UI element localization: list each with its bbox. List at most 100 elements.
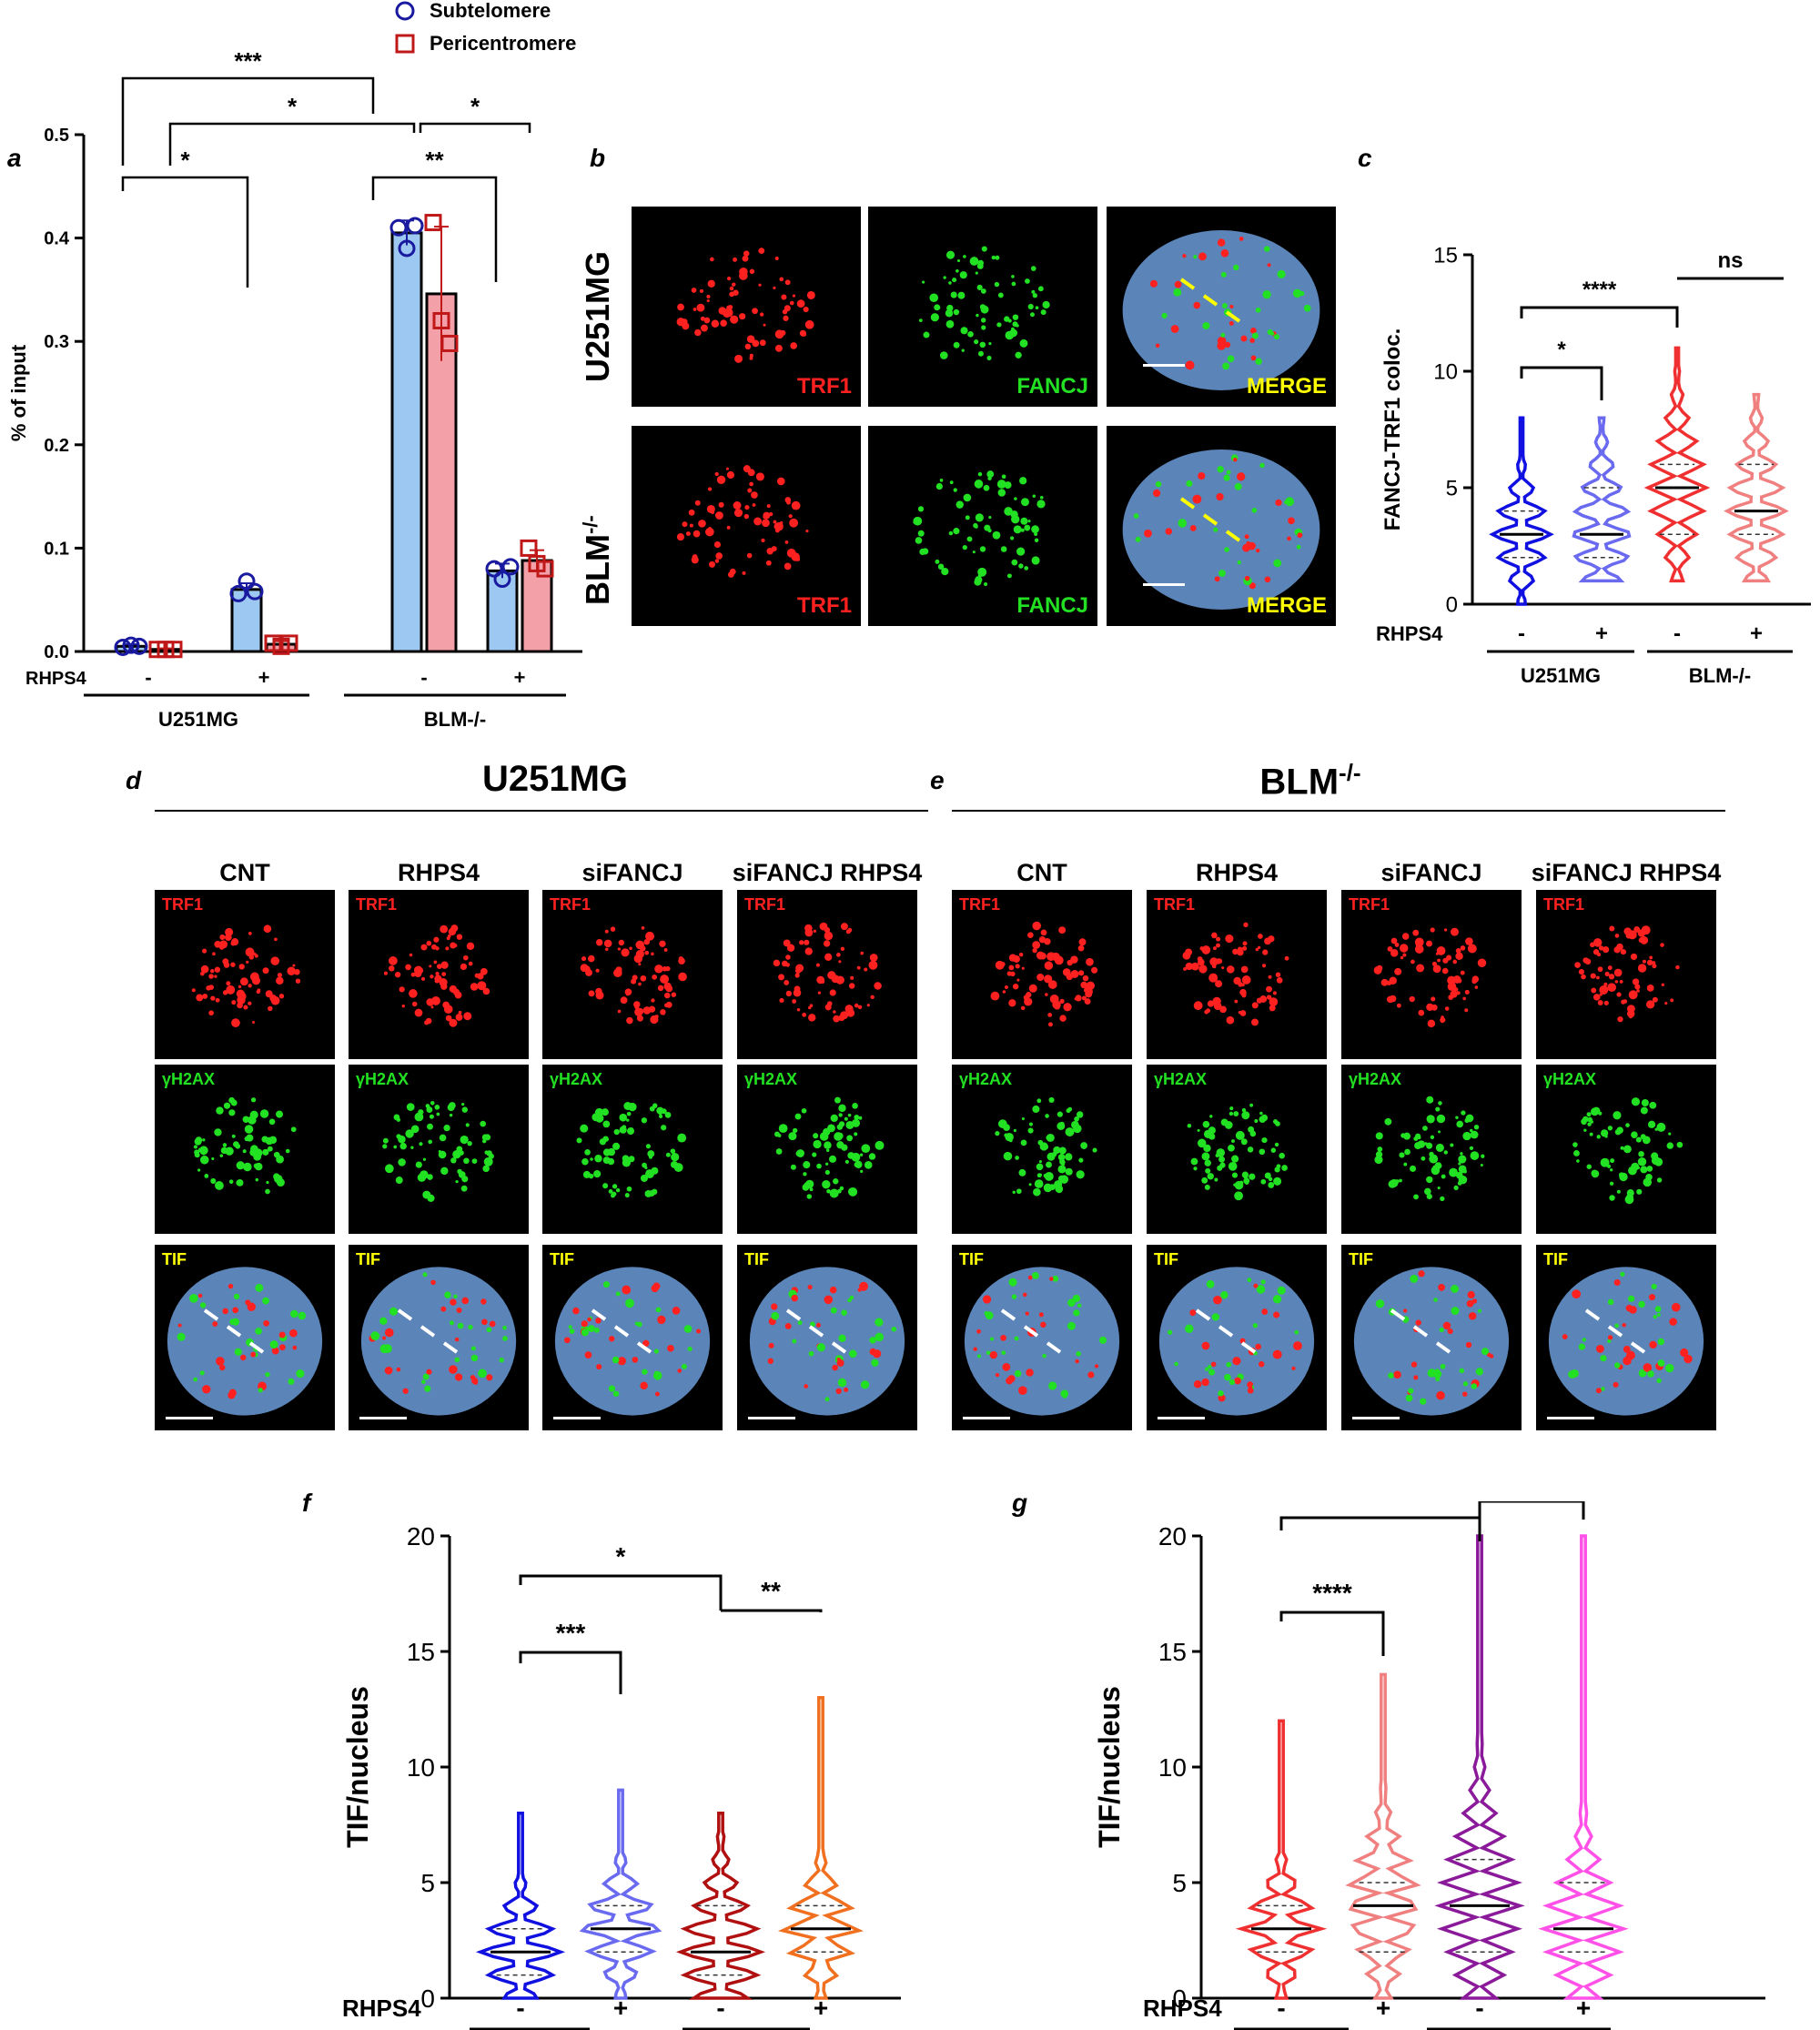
focus: [632, 1357, 639, 1363]
focus: [655, 1307, 662, 1313]
panel-d-micrograph-r2-c0-image: [167, 1267, 323, 1416]
focus: [222, 1308, 228, 1315]
focus: [956, 258, 961, 263]
focus: [206, 985, 211, 991]
focus: [981, 325, 986, 330]
focus: [1657, 1338, 1665, 1346]
focus: [453, 1294, 458, 1299]
focus: [773, 959, 781, 967]
focus: [1021, 1116, 1025, 1121]
focus: [1592, 949, 1600, 955]
focus: [792, 1338, 797, 1344]
focus: [1447, 1328, 1453, 1335]
focus: [1242, 543, 1250, 552]
focus: [602, 1156, 611, 1165]
focus: [805, 1179, 814, 1188]
focus: [815, 1322, 821, 1328]
focus: [1259, 1111, 1263, 1116]
focus: [462, 954, 469, 961]
focus: [1413, 1375, 1419, 1380]
focus: [1393, 1370, 1401, 1379]
focus: [1239, 237, 1244, 241]
focus: [1607, 1335, 1613, 1340]
focus: [455, 1179, 459, 1184]
focus: [248, 1001, 252, 1005]
focus: [1065, 1167, 1073, 1176]
focus: [956, 268, 959, 273]
treatment-sign-f: -: [716, 1994, 724, 2022]
focus: [1098, 1336, 1107, 1344]
focus: [960, 327, 968, 335]
focus: [661, 1125, 667, 1131]
channel-label: MERGE: [1246, 593, 1327, 618]
focus: [1228, 1144, 1235, 1152]
focus: [1018, 1386, 1027, 1395]
focus: [1241, 945, 1248, 951]
sig-label-c: *: [1557, 338, 1566, 362]
arrow-indicator: [1435, 1341, 1451, 1354]
focus: [1231, 1155, 1239, 1163]
focus: [714, 559, 720, 563]
focus: [707, 487, 713, 491]
focus: [1376, 965, 1383, 972]
focus: [258, 1388, 263, 1393]
focus: [1640, 1166, 1648, 1174]
focus: [1012, 314, 1019, 320]
focus: [1218, 570, 1226, 577]
sig-label-a: ***: [234, 47, 262, 75]
focus: [1410, 1274, 1419, 1283]
panel-d-micrograph-r1-c3-image: [774, 1096, 885, 1199]
focus: [1452, 993, 1457, 997]
focus: [486, 1159, 491, 1165]
focus: [821, 979, 825, 984]
focus: [1469, 1128, 1473, 1133]
focus: [1052, 1275, 1059, 1282]
focus: [289, 1328, 298, 1338]
focus: [1653, 1157, 1663, 1166]
focus: [673, 1163, 683, 1172]
panel-label-f: f: [302, 1489, 311, 1517]
focus: [1075, 1358, 1079, 1364]
focus: [830, 1114, 838, 1123]
focus: [785, 990, 793, 997]
focus: [422, 1373, 430, 1380]
focus: [1607, 1338, 1612, 1344]
focus: [930, 313, 939, 322]
focus: [1220, 271, 1227, 278]
focus: [997, 292, 1004, 298]
focus: [1229, 304, 1234, 308]
focus: [840, 923, 848, 931]
focus: [1272, 1295, 1282, 1304]
focus: [257, 988, 261, 993]
focus: [1025, 278, 1030, 284]
focus: [671, 1152, 680, 1162]
focus: [678, 972, 687, 982]
focus: [1264, 576, 1271, 583]
sig-label-f: **: [761, 1577, 781, 1605]
focus: [1264, 1172, 1271, 1179]
focus: [436, 1112, 440, 1116]
focus: [1042, 300, 1050, 309]
focus: [692, 554, 698, 561]
focus: [254, 1162, 263, 1171]
focus: [1018, 952, 1024, 957]
focus: [1012, 1190, 1016, 1195]
focus: [1057, 1111, 1063, 1117]
focus: [1415, 1319, 1421, 1326]
focus: [1057, 1154, 1066, 1161]
focus: [812, 1152, 817, 1157]
focus: [1637, 964, 1647, 973]
focus: [816, 1343, 825, 1352]
focus: [1607, 965, 1613, 971]
focus: [633, 1001, 641, 1008]
focus: [626, 1016, 633, 1025]
scale-bar: [748, 1417, 795, 1419]
row-label-u251mg: U251MG: [579, 250, 616, 382]
panel-e-micrograph-r2-c0: TIF: [952, 1245, 1132, 1430]
focus: [430, 1279, 436, 1286]
focus: [1241, 1111, 1250, 1120]
focus: [864, 1160, 873, 1169]
focus: [1014, 497, 1017, 500]
focus: [825, 1148, 830, 1152]
focus: [706, 294, 711, 298]
